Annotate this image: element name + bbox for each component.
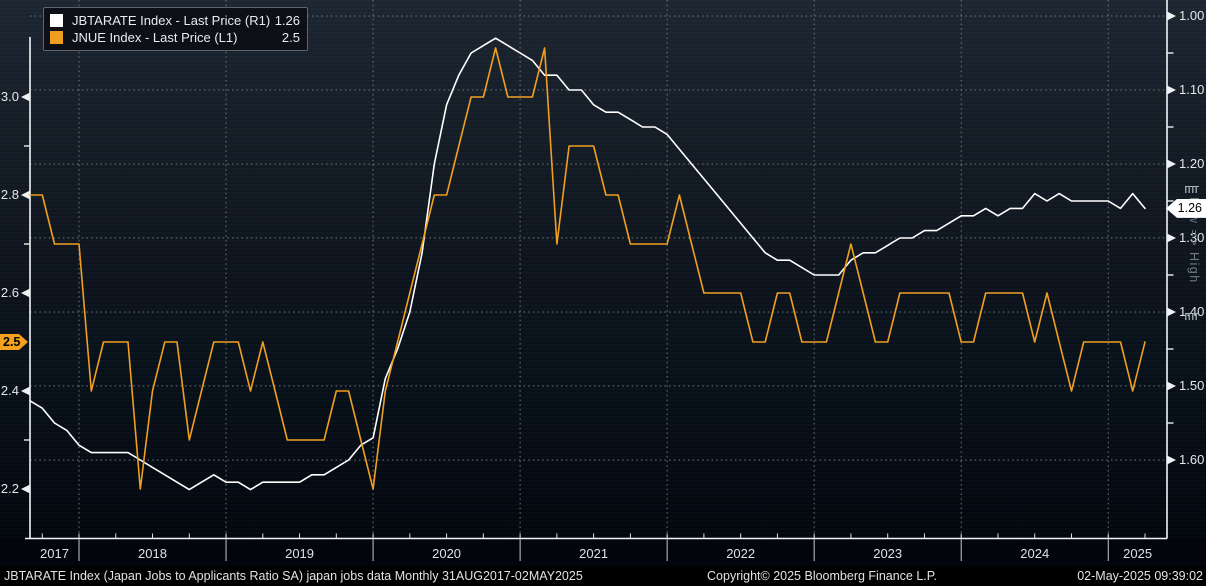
footer-chart-description: JBTARATE Index (Japan Jobs to Applicants… (4, 569, 583, 583)
x-axis-year-label: 2021 (579, 546, 609, 561)
footer-timestamp: 02-May-2025 09:39:02 (1077, 569, 1203, 583)
legend-label: JNUE Index - Last Price (L1) (72, 30, 238, 45)
axis-rail-handle-top[interactable] (1185, 186, 1199, 193)
right-axis-tick-label: 1.30 (1179, 230, 1205, 245)
left-axis-tick-arrow (21, 386, 30, 396)
x-axis-year-label: 2019 (285, 546, 315, 561)
left-axis-tick-label: 2.4 (0, 383, 19, 398)
left-axis-tick-arrow (21, 484, 30, 494)
legend-last-value: 1.26 (274, 13, 300, 28)
legend-item-jnue[interactable]: JNUE Index - Last Price (L1) 2.5 (50, 29, 300, 46)
right-axis-tick-label: 1.20 (1179, 156, 1205, 171)
left-axis-tick-label: 2.6 (0, 285, 19, 300)
right-axis-tick-label: 1.50 (1179, 378, 1205, 393)
left-axis-tick-arrow (21, 288, 30, 298)
jnue-series-line (29, 47, 1146, 490)
right-axis-tick-arrow (1167, 11, 1176, 21)
footer-copyright: Copyright© 2025 Bloomberg Finance L.P. (707, 569, 937, 583)
jbtarate-swatch-icon (50, 14, 63, 27)
footer-bar: JBTARATE Index (Japan Jobs to Applicants… (0, 566, 1206, 586)
x-axis-year-label: 2022 (726, 546, 756, 561)
left-axis-tick-arrow (21, 190, 30, 200)
left-axis-tick-label: 2.8 (0, 187, 19, 202)
x-axis-year-label: 2017 (40, 546, 69, 561)
x-axis-year-label: 2025 (1123, 546, 1153, 561)
right-axis-last-price-badge: 1.26 (1166, 198, 1206, 218)
legend-box[interactable]: JBTARATE Index - Last Price (R1) 1.26 JN… (43, 7, 308, 51)
right-axis-tick-arrow (1167, 381, 1176, 391)
x-axis-year-label: 2024 (1020, 546, 1050, 561)
left-axis-last-price-badge: 2.5 (0, 334, 28, 350)
left-axis-tick-label: 2.2 (0, 481, 19, 496)
left-axis-tick-arrow (21, 92, 30, 102)
legend-label: JBTARATE Index - Last Price (R1) (72, 13, 271, 28)
right-axis-tick-arrow (1167, 85, 1176, 95)
right-axis-tick-label: 1.10 (1179, 82, 1205, 97)
right-axis-tick-arrow (1167, 307, 1176, 317)
x-axis-year-label: 2020 (432, 546, 462, 561)
legend-item-jbtarate[interactable]: JBTARATE Index - Last Price (R1) 1.26 (50, 12, 300, 29)
right-axis-tick-arrow (1167, 159, 1176, 169)
right-axis-tick-label: 1.60 (1179, 452, 1205, 467)
right-axis-tick-arrow (1167, 233, 1176, 243)
right-axis-tick-label: 1.00 (1179, 8, 1205, 23)
legend-last-value: 2.5 (281, 30, 300, 45)
left-axis-tick-label: 3.0 (0, 89, 19, 104)
axis-rail-handle-bottom[interactable] (1185, 313, 1199, 320)
x-axis-year-label: 2023 (873, 546, 903, 561)
jbtarate-series-line (29, 37, 1146, 491)
x-axis-year-label: 2018 (138, 546, 167, 561)
jnue-swatch-icon (50, 31, 63, 44)
axis-range-rail-label: Low => High (1187, 197, 1201, 284)
right-axis-tick-arrow (1167, 455, 1176, 465)
